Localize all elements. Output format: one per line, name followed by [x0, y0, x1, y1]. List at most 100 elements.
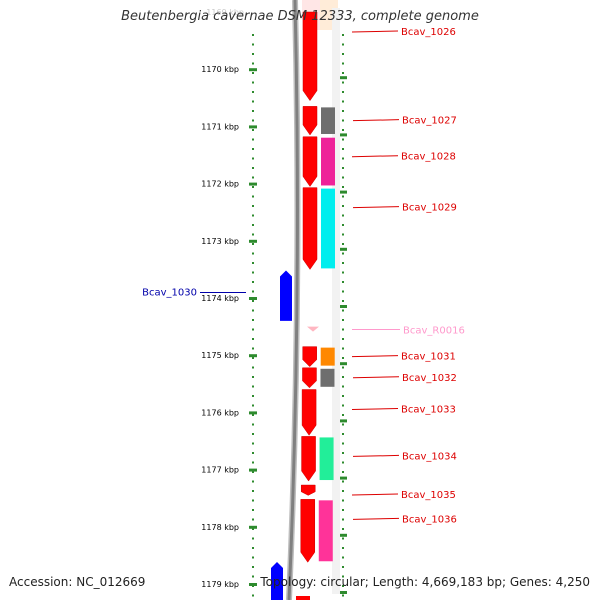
scale-dot	[252, 490, 254, 492]
scale-tick-right	[340, 190, 347, 194]
track-shade	[332, 8, 340, 594]
gene-label: Bcav_1027	[402, 116, 457, 127]
scale-tick	[249, 468, 257, 472]
scale-dot	[252, 347, 254, 350]
scale-dot	[342, 167, 344, 169]
scale-dot	[342, 537, 344, 540]
gene-arrow-forward	[302, 367, 317, 389]
tick-label-top: 1169 kbp	[206, 8, 244, 17]
scale-dot	[342, 528, 344, 530]
scale-dot	[252, 414, 254, 416]
gene-label: Bcav_1029	[402, 203, 457, 214]
scale-dot	[342, 566, 344, 568]
scale-dot	[342, 309, 344, 312]
scale-dots-right	[342, 34, 344, 597]
scale-dot	[342, 461, 344, 464]
scale-dot	[252, 110, 254, 112]
tick-label: 1177 kbp	[201, 466, 239, 475]
genome-summary-text: Topology: circular; Length: 4,669,183 bp…	[260, 575, 590, 589]
scale-dot	[252, 72, 254, 74]
scale-tick	[249, 354, 257, 358]
scale-dot	[342, 490, 344, 492]
scale-dot	[342, 186, 344, 188]
gene-leader-line	[351, 493, 399, 496]
scale-tick	[249, 583, 257, 586]
scale-dot	[342, 195, 344, 198]
scale-dot	[252, 243, 254, 245]
scale-dot	[252, 43, 254, 46]
scale-dot	[342, 252, 344, 255]
scale-dot	[252, 233, 254, 236]
gene-arrow-forward	[301, 389, 317, 436]
gene-label: Bcav_1032	[402, 373, 457, 384]
scale-dot	[252, 91, 254, 93]
cog-category-bar	[321, 188, 335, 269]
genome-title: Beutenbergia cavernae DSM 12333, complet…	[121, 9, 479, 24]
scale-tick-right	[340, 591, 347, 594]
scale-dot	[252, 433, 254, 435]
scale-dot	[252, 338, 254, 340]
scale-tick-right	[340, 362, 347, 366]
scale-tick	[249, 525, 257, 529]
scale-tick-right	[340, 533, 347, 537]
scale-dot	[252, 148, 254, 150]
gene-leader-line	[351, 30, 399, 33]
scale-dot	[252, 300, 254, 302]
backbone-line	[287, 0, 299, 600]
cog-category-bar	[321, 107, 335, 134]
scale-dot	[252, 461, 254, 464]
scale-dot	[252, 138, 254, 141]
scale-dot	[252, 556, 254, 559]
scale-dot	[342, 585, 344, 587]
scale-dot	[342, 575, 344, 578]
tick-label: 1178 kbp	[201, 523, 239, 532]
scale-dot	[342, 262, 344, 264]
scale-dot	[342, 509, 344, 511]
scale-dot	[342, 357, 344, 359]
scale-tick	[249, 411, 257, 415]
gene-label: Bcav_1034	[402, 451, 457, 462]
scale-dot	[252, 129, 254, 131]
scale-dot	[342, 81, 344, 84]
gene-label: Bcav_1031	[401, 352, 456, 363]
scale-dot	[252, 480, 254, 483]
scale-dot	[342, 328, 344, 331]
gene-label: Bcav_1035	[401, 490, 456, 501]
scale-dot	[252, 594, 254, 597]
gene-label: Bcav_1033	[401, 405, 456, 416]
scale-tick-right	[340, 247, 347, 251]
scale-dot	[342, 452, 344, 454]
scale-dot	[252, 205, 254, 207]
scale-dot	[252, 395, 254, 397]
scale-dot	[252, 157, 254, 160]
scale-tick	[249, 182, 257, 186]
scale-dot	[252, 518, 254, 521]
scale-dot	[252, 214, 254, 217]
scale-dot	[342, 414, 344, 416]
scale-tick-right	[340, 305, 347, 308]
scale-dot	[252, 309, 254, 312]
scale-tick	[249, 125, 257, 129]
gene-leader-line	[352, 119, 400, 122]
tick-label: 1179 kbp	[201, 580, 239, 589]
gene-leader-line	[351, 155, 399, 158]
scale-dot	[342, 53, 344, 55]
gene-label: Bcav_1030	[142, 288, 197, 299]
gene-arrow-forward	[302, 136, 318, 187]
gene-arrow-forward	[301, 436, 316, 482]
scale-dot	[342, 594, 344, 597]
cog-category-bar	[320, 347, 335, 366]
scale-dot	[252, 547, 254, 549]
scale-dot	[342, 376, 344, 378]
scale-dot	[342, 100, 344, 103]
scale-dot	[342, 157, 344, 160]
gene-arrow-forward	[302, 187, 318, 270]
scale-dot	[252, 357, 254, 359]
scale-dot	[342, 271, 344, 274]
scale-dot	[252, 281, 254, 283]
tick-label: 1170 kbp	[201, 65, 239, 74]
scale-dot	[342, 385, 344, 388]
gene-arrow-forward	[300, 499, 316, 563]
scale-dot	[342, 224, 344, 226]
scale-dot	[252, 53, 254, 55]
